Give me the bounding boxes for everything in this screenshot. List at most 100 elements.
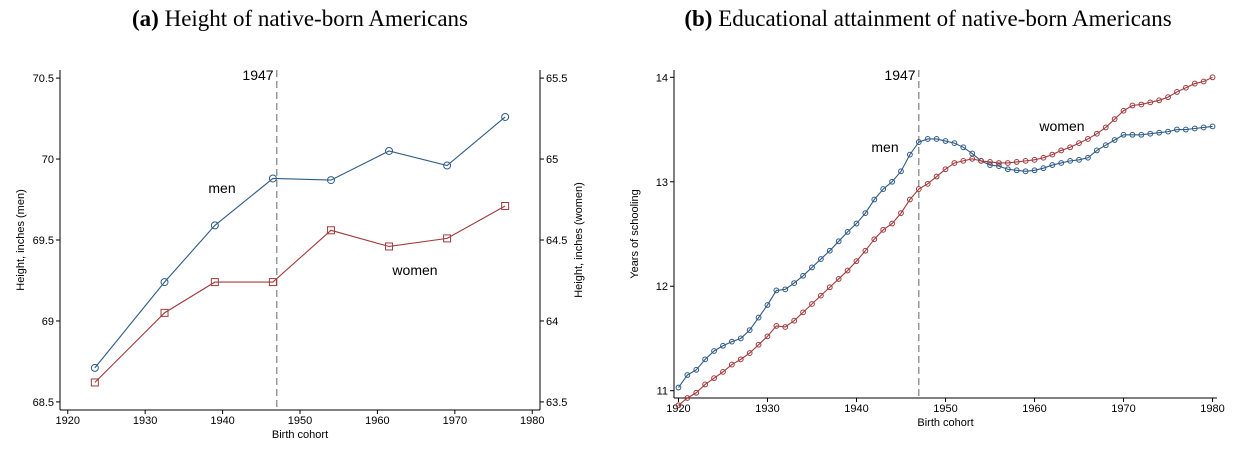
marker	[835, 238, 842, 245]
marker	[755, 314, 762, 321]
marker	[764, 333, 771, 340]
x-tick-label: 1970	[443, 415, 467, 427]
y-tick-label: 12	[656, 281, 668, 293]
x-tick-label: 1970	[1111, 403, 1135, 415]
marker	[987, 162, 993, 168]
marker	[951, 140, 958, 147]
marker	[1102, 142, 1109, 149]
marker	[987, 159, 993, 165]
marker	[915, 186, 922, 192]
marker	[826, 284, 833, 291]
x-tick-label: 1950	[288, 415, 312, 427]
marker	[906, 196, 913, 203]
marker	[942, 138, 949, 144]
x-tick-label: 1950	[933, 403, 957, 415]
marker	[1058, 147, 1065, 154]
panel-title: (b) Educational attainment of native-bor…	[684, 6, 1171, 31]
x-tick-label: 1930	[755, 403, 779, 415]
marker	[862, 247, 869, 254]
marker	[210, 221, 219, 230]
marker	[924, 180, 931, 187]
marker	[862, 210, 869, 217]
marker	[951, 160, 958, 166]
marker	[1174, 126, 1180, 133]
y-tick-label: 70	[42, 154, 54, 166]
y-tick-label: 11	[657, 386, 668, 398]
marker	[1076, 140, 1082, 147]
y-tick-label: 14	[656, 72, 668, 84]
y-axis-label: Years of schooling	[629, 189, 641, 279]
x-tick-label: 1980	[520, 415, 544, 427]
marker	[791, 280, 798, 286]
marker	[693, 366, 700, 373]
y2-axis-label: Height, inches (women)	[573, 182, 585, 298]
y-tick-label: 69.5	[33, 235, 54, 247]
marker	[898, 168, 904, 175]
reference-label: 1947	[884, 67, 915, 83]
marker	[210, 278, 219, 287]
marker	[693, 389, 700, 396]
y2-tick-label: 64.5	[546, 235, 567, 247]
marker	[326, 176, 335, 185]
marker	[1200, 78, 1207, 85]
marker	[809, 301, 815, 307]
marker	[737, 335, 744, 342]
marker	[1040, 165, 1047, 172]
y-tick-label: 70.5	[33, 73, 54, 85]
marker	[746, 327, 753, 334]
marker	[443, 161, 452, 170]
marker	[1182, 84, 1189, 91]
marker	[1067, 157, 1074, 164]
marker	[268, 174, 277, 183]
marker	[1129, 102, 1136, 109]
marker	[764, 302, 771, 308]
marker	[1004, 166, 1011, 173]
marker	[675, 384, 682, 391]
marker	[326, 226, 335, 235]
marker	[1120, 107, 1127, 114]
marker	[889, 220, 895, 227]
marker	[1093, 147, 1100, 154]
y-tick-label: 13	[656, 177, 668, 189]
marker	[1156, 97, 1163, 104]
marker	[160, 308, 169, 317]
marker	[871, 236, 878, 243]
marker	[1049, 151, 1056, 158]
x-tick-label: 1940	[210, 415, 234, 427]
marker	[1111, 116, 1118, 122]
marker	[933, 173, 940, 180]
marker	[880, 226, 887, 233]
marker	[960, 144, 967, 151]
marker	[1031, 167, 1038, 174]
marker	[160, 278, 169, 287]
y-axis-label: Height, inches (men)	[15, 189, 27, 291]
marker	[1049, 162, 1056, 168]
marker	[746, 350, 753, 356]
marker	[684, 372, 691, 378]
marker	[385, 242, 394, 251]
x-tick-label: 1960	[1022, 403, 1046, 415]
marker	[1120, 131, 1127, 138]
marker	[720, 368, 726, 375]
y-tick-label: 69	[42, 316, 54, 328]
marker	[1174, 89, 1180, 95]
marker	[1040, 154, 1047, 161]
y2-tick-label: 63.5	[546, 397, 567, 409]
marker	[809, 264, 815, 271]
series-annotation: women	[1038, 118, 1084, 134]
marker	[853, 258, 860, 265]
marker	[1022, 168, 1029, 175]
marker	[1165, 128, 1171, 135]
y2-tick-label: 64	[546, 316, 558, 328]
marker	[960, 157, 967, 164]
marker	[871, 196, 878, 203]
panel-label: (a)	[132, 6, 159, 31]
marker	[1156, 129, 1163, 136]
marker	[684, 395, 691, 401]
marker	[1067, 144, 1074, 151]
marker	[1102, 124, 1109, 131]
marker	[844, 267, 851, 274]
marker	[1200, 124, 1207, 131]
marker	[1129, 131, 1136, 138]
